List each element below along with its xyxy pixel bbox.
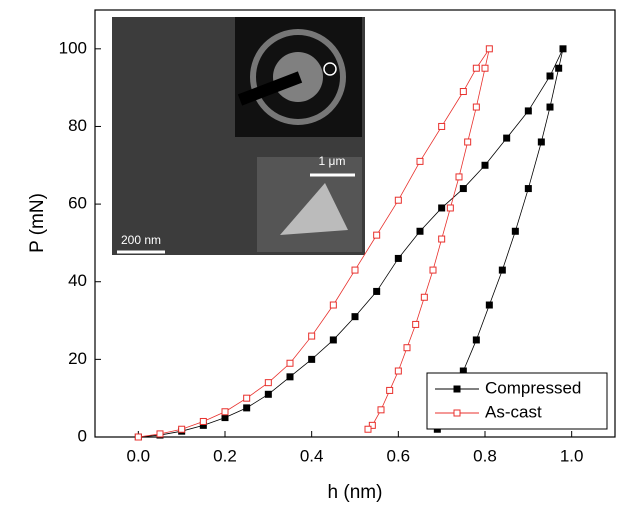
marker (373, 287, 381, 295)
y-tick-label: 40 (68, 271, 87, 290)
diffraction-ring (250, 29, 346, 125)
beam-stop (237, 71, 303, 106)
marker (286, 359, 294, 367)
marker (485, 45, 493, 53)
marker (420, 293, 428, 301)
x-tick-label: 0.6 (387, 446, 411, 465)
marker (403, 344, 411, 352)
marker (351, 266, 359, 274)
marker (511, 227, 519, 235)
plot-frame (94, 9, 616, 438)
x-tick-label: 0.0 (127, 446, 151, 465)
x-tick-label: 0.8 (473, 446, 497, 465)
marker (555, 64, 563, 72)
y-tick-label: 60 (68, 194, 87, 213)
marker (264, 390, 272, 398)
y-tick-label: 0 (78, 426, 87, 445)
marker (243, 404, 251, 412)
marker (351, 313, 359, 321)
marker (438, 235, 446, 243)
marker (464, 138, 472, 146)
inset: 1 μm 200 nm (112, 17, 365, 255)
y-tick-label: 100 (59, 38, 87, 57)
marker (524, 185, 532, 193)
marker (459, 185, 467, 193)
y-tick-label: 20 (68, 349, 87, 368)
legend-marker (453, 409, 461, 417)
marker (524, 107, 532, 115)
marker (416, 157, 424, 165)
marker (438, 122, 446, 130)
marker (373, 231, 381, 239)
marker (481, 64, 489, 72)
x-tick-label: 1.0 (560, 446, 584, 465)
marker (221, 408, 229, 416)
scale-label: 1 μm (319, 154, 346, 168)
y-axis-title: P (mN) (27, 193, 48, 253)
marker (546, 103, 554, 111)
marker (503, 134, 511, 142)
x-axis-title: h (nm) (328, 482, 383, 503)
aperture-circle (323, 62, 337, 76)
marker (178, 425, 186, 433)
marker (286, 373, 294, 381)
marker (364, 425, 372, 433)
marker (243, 394, 251, 402)
marker (459, 88, 467, 96)
marker (199, 417, 207, 425)
marker (485, 301, 493, 309)
marker (368, 421, 376, 429)
y-tick-label: 80 (68, 116, 87, 135)
x-tick-label: 0.2 (213, 446, 237, 465)
legend-label: Compressed (485, 378, 581, 397)
marker (156, 430, 164, 438)
marker (394, 254, 402, 262)
marker (472, 103, 480, 111)
marker (537, 138, 545, 146)
legend-label: As-cast (485, 402, 542, 421)
marker (329, 301, 337, 309)
marker (394, 367, 402, 375)
marker (446, 204, 454, 212)
marker (264, 379, 272, 387)
marker (559, 45, 567, 53)
marker (481, 161, 489, 169)
marker (329, 336, 337, 344)
marker (472, 336, 480, 344)
marker (412, 320, 420, 328)
marker (308, 355, 316, 363)
marker (134, 433, 142, 441)
marker (455, 173, 463, 181)
scale-label: 200 nm (121, 233, 161, 247)
legend-box (426, 372, 608, 430)
marker (221, 414, 229, 422)
marker (377, 406, 385, 414)
legend-marker (453, 385, 461, 393)
marker (429, 266, 437, 274)
marker (394, 196, 402, 204)
marker (416, 227, 424, 235)
marker (438, 204, 446, 212)
marker (472, 64, 480, 72)
marker (386, 386, 394, 394)
x-tick-label: 0.4 (300, 446, 324, 465)
marker (308, 332, 316, 340)
marker (546, 72, 554, 80)
particle (280, 183, 348, 235)
marker (498, 266, 506, 274)
